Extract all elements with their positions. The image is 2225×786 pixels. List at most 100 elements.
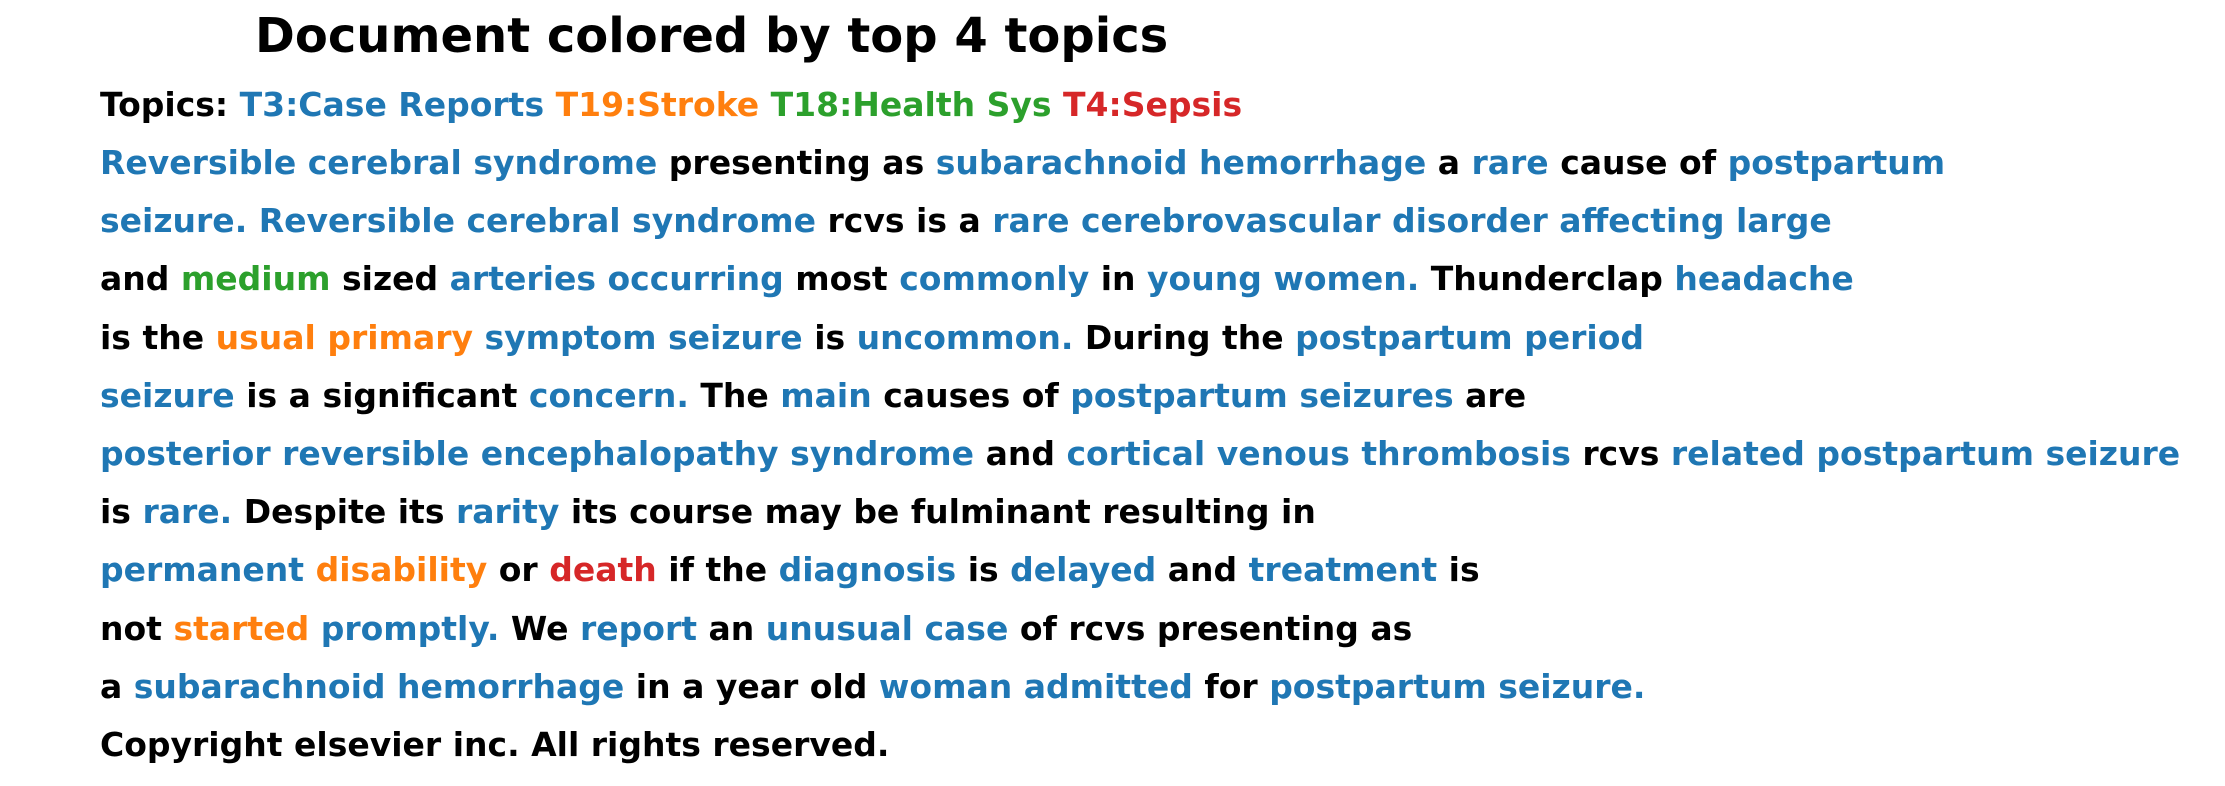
word: reserved. — [712, 725, 890, 764]
word: case — [924, 608, 1009, 648]
word: elsevier — [294, 725, 442, 764]
word: During — [1084, 317, 1211, 357]
text-line: not started promptly. We report an unusu… — [100, 604, 1412, 654]
word: seizure — [100, 375, 235, 415]
word: death — [549, 550, 657, 590]
word: is — [967, 550, 999, 590]
text-line: seizure is a significant concern. The ma… — [100, 371, 1526, 421]
word: of — [1021, 375, 1059, 415]
word: is — [1448, 550, 1480, 590]
word: seizures — [1299, 375, 1454, 415]
word: is — [916, 201, 947, 241]
word: presenting — [1156, 608, 1359, 648]
word: seizure — [2045, 434, 2181, 473]
word: is — [100, 317, 131, 357]
word: hemorrhage — [397, 666, 625, 706]
word: seizure — [668, 317, 803, 357]
word: postpartum — [1295, 317, 1513, 357]
word: uncommon. — [856, 317, 1074, 357]
word: is — [100, 492, 131, 532]
word: is — [814, 317, 846, 357]
word: is — [246, 375, 278, 415]
word: and — [1167, 550, 1238, 590]
word: rcvs — [1582, 434, 1660, 473]
word: young — [1147, 259, 1262, 299]
word: started — [173, 608, 310, 648]
text-line: Reversible cerebral syndrome presenting … — [100, 138, 1945, 188]
word: treatment — [1248, 550, 1438, 590]
word: rcvs — [1068, 608, 1146, 648]
word: related — [1670, 434, 1805, 473]
word: main — [780, 375, 872, 415]
word: postpartum — [1269, 666, 1487, 706]
word: cause — [1560, 143, 1668, 182]
word: seizure. — [100, 201, 248, 241]
word: rcvs — [827, 201, 905, 241]
word: concern. — [528, 375, 689, 415]
word: and — [100, 259, 170, 299]
word: primary — [327, 317, 473, 357]
word: headache — [1674, 259, 1854, 299]
word: delayed — [1010, 550, 1157, 590]
word: an — [708, 608, 755, 648]
word: a — [682, 666, 705, 706]
word: old — [809, 666, 868, 706]
word: not — [100, 608, 162, 648]
word: Copyright — [100, 725, 283, 764]
word: occurring — [607, 259, 784, 299]
word: postpartum — [1816, 434, 2034, 473]
word: permanent — [100, 550, 305, 590]
word: of — [1679, 143, 1717, 182]
text-line: posterior reversible encephalopathy synd… — [100, 429, 2180, 479]
word: report — [580, 608, 697, 648]
word: promptly. — [320, 608, 500, 648]
word: admitted — [1023, 666, 1193, 706]
word: hemorrhage — [1198, 143, 1427, 182]
text-line: permanent disability or death if the dia… — [100, 545, 1480, 595]
word: a — [1437, 143, 1460, 182]
word: seizure. — [1498, 666, 1646, 706]
word: thrombosis — [1361, 434, 1571, 473]
word: cerebrovascular — [1080, 201, 1381, 241]
text-line: seizure. Reversible cerebral syndrome rc… — [100, 196, 1832, 246]
word: are — [1465, 375, 1527, 415]
word: postpartum — [1070, 375, 1288, 415]
word: in — [1281, 492, 1316, 532]
page-title: Document colored by top 4 topics — [255, 8, 1169, 64]
word: as — [1370, 608, 1413, 648]
word: reversible — [282, 434, 470, 473]
word: Reversible — [100, 143, 297, 182]
word: All — [531, 725, 580, 764]
word: commonly — [899, 259, 1090, 299]
word: in — [1100, 259, 1136, 299]
word: cortical — [1066, 434, 1206, 473]
word: period — [1524, 317, 1645, 357]
word: sized — [341, 259, 439, 299]
word: the — [1221, 317, 1284, 357]
word: rarity — [455, 492, 560, 532]
text-line: Copyright elsevier inc. All rights reser… — [100, 720, 889, 770]
word: most — [795, 259, 888, 299]
text-line: and medium sized arteries occurring most… — [100, 254, 1854, 304]
word: venous — [1216, 434, 1350, 473]
legend-label: Topics: — [100, 85, 229, 124]
topic-legend: Topics: T3:Case Reports T19:Stroke T18:H… — [100, 80, 1242, 130]
text-line: a subarachnoid hemorrhage in a year old … — [100, 662, 1645, 712]
word: postpartum — [1727, 143, 1946, 182]
word: posterior — [100, 434, 271, 473]
word: for — [1204, 666, 1258, 706]
word: disability — [315, 550, 488, 590]
legend-item-t4: T4:Sepsis — [1063, 85, 1243, 124]
word: or — [498, 550, 538, 590]
word: syndrome — [790, 434, 975, 473]
word: fulminant — [910, 492, 1091, 532]
word: cerebral — [307, 143, 462, 182]
word: affecting — [1559, 201, 1725, 241]
word: cerebral — [466, 201, 621, 241]
word: rare — [1471, 143, 1549, 182]
word: causes — [883, 375, 1011, 415]
word: subarachnoid — [133, 666, 386, 706]
word: medium — [180, 259, 331, 299]
word: the — [142, 317, 205, 357]
word: and — [985, 434, 1055, 473]
